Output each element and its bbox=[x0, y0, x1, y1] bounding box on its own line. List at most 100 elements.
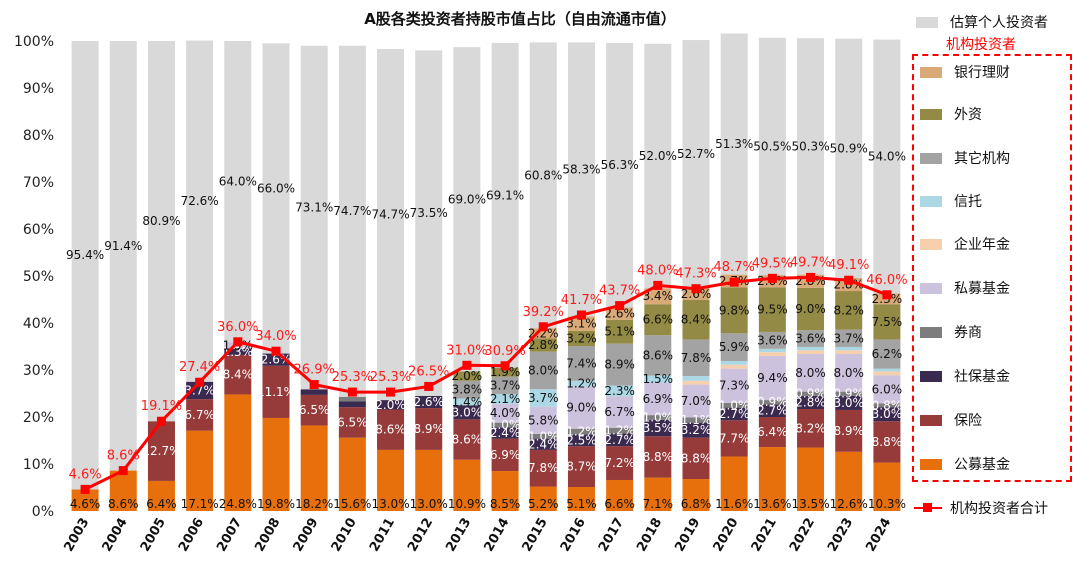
bar-segment bbox=[835, 329, 863, 347]
total-label: 49.7% bbox=[790, 255, 831, 270]
total-label: 49.5% bbox=[752, 256, 793, 271]
total-label: 36.0% bbox=[217, 320, 258, 335]
bar-segment bbox=[682, 384, 710, 418]
total-marker bbox=[882, 290, 892, 300]
total-label: 49.1% bbox=[828, 258, 869, 273]
bar-segment bbox=[873, 407, 901, 422]
segment-label: 3.7% bbox=[490, 378, 521, 392]
bar-segment bbox=[606, 446, 634, 480]
bar-segment bbox=[682, 479, 710, 511]
bar-segment bbox=[606, 319, 634, 344]
bar-segment bbox=[873, 368, 901, 372]
legend-item: 信托 bbox=[920, 191, 982, 211]
total-label: 26.9% bbox=[294, 363, 335, 378]
bar-segment bbox=[682, 40, 710, 288]
segment-label: 7.8% bbox=[681, 351, 712, 365]
bar-segment bbox=[186, 399, 214, 431]
bar-segment bbox=[720, 33, 748, 275]
segment-label: 7.8% bbox=[528, 461, 559, 475]
bars-layer bbox=[71, 33, 901, 511]
segment-label: 2.4% bbox=[490, 426, 521, 440]
segment-label: 7.1% bbox=[643, 497, 674, 511]
segment-label: 2.6% bbox=[413, 395, 444, 409]
legend-swatch bbox=[920, 326, 942, 338]
segment-label: 9.5% bbox=[757, 303, 788, 317]
legend-item: 估算个人投资者 bbox=[916, 12, 1048, 32]
bar-segment bbox=[797, 350, 825, 355]
bar-segment bbox=[338, 401, 366, 408]
bar-segment bbox=[300, 394, 328, 426]
y-tick-label: 80% bbox=[23, 128, 54, 144]
legend-label: 外资 bbox=[954, 107, 982, 123]
segment-label: 2.5% bbox=[566, 433, 597, 447]
bar-segment bbox=[797, 391, 825, 396]
bar-segment bbox=[606, 396, 634, 428]
segment-label: 8.9% bbox=[604, 358, 635, 372]
segment-label: 52.7% bbox=[677, 147, 715, 161]
legend-item: 券商 bbox=[920, 322, 982, 342]
bar-segment bbox=[644, 477, 672, 511]
legend-label: 券商 bbox=[954, 325, 982, 341]
total-marker bbox=[195, 377, 205, 387]
bar-segment bbox=[797, 346, 825, 351]
legend-item: 企业年金 bbox=[920, 234, 1010, 254]
segment-label: 6.8% bbox=[681, 497, 712, 511]
bar-segment bbox=[835, 346, 863, 351]
segment-label: 1.5% bbox=[643, 372, 674, 386]
segment-label: 4.0% bbox=[490, 406, 521, 420]
total-marker bbox=[729, 277, 739, 287]
total-label: 34.0% bbox=[255, 329, 296, 344]
total-marker bbox=[615, 301, 625, 311]
bar-segment bbox=[415, 50, 443, 396]
bar-segment bbox=[224, 354, 252, 395]
total-label: 48.0% bbox=[637, 263, 678, 278]
segment-label: 0.9% bbox=[757, 395, 788, 409]
bar-segment bbox=[529, 328, 557, 339]
bar-segment bbox=[491, 422, 519, 428]
y-tick-label: 30% bbox=[23, 363, 54, 379]
y-tick-label: 50% bbox=[23, 269, 54, 285]
total-label: 4.6% bbox=[69, 467, 102, 482]
total-marker bbox=[118, 466, 128, 476]
segment-label: 56.3% bbox=[601, 158, 639, 172]
segment-label: 7.4% bbox=[566, 356, 597, 370]
segment-label: 9.0% bbox=[566, 401, 597, 415]
bar-segment bbox=[873, 371, 901, 376]
bar-segment bbox=[758, 287, 786, 332]
total-marker bbox=[767, 273, 777, 283]
bar-segment bbox=[453, 47, 481, 372]
segment-label: 5.9% bbox=[719, 340, 750, 354]
segment-label: 8.6% bbox=[375, 423, 406, 437]
segment-label: 9.8% bbox=[719, 303, 750, 317]
bar-segment bbox=[797, 395, 825, 410]
segment-label: 8.4% bbox=[681, 313, 712, 327]
x-tick-label: 2007 bbox=[214, 516, 245, 555]
segment-label: 2.8% bbox=[528, 338, 559, 352]
total-label: 26.5% bbox=[408, 364, 449, 379]
x-tick-label: 2021 bbox=[749, 516, 780, 555]
x-tick-label: 2015 bbox=[520, 516, 551, 555]
legend-item: 其它机构 bbox=[920, 148, 1010, 168]
legend-item: 社保基金 bbox=[920, 366, 1010, 386]
y-tick-label: 90% bbox=[23, 81, 54, 97]
x-tick-label: 2017 bbox=[596, 516, 627, 555]
total-marker bbox=[500, 361, 510, 371]
bar-segment bbox=[453, 459, 481, 511]
total-label: 30.9% bbox=[484, 344, 525, 359]
bar-segment bbox=[644, 375, 672, 383]
legend-item: 外资 bbox=[920, 104, 982, 124]
segment-label: 3.0% bbox=[872, 407, 903, 421]
institution-group-label: 机构投资者 bbox=[946, 37, 1016, 53]
total-label: 25.3% bbox=[370, 370, 411, 385]
bar-segment bbox=[720, 420, 748, 457]
legend-swatch bbox=[920, 195, 942, 207]
total-label: 25.3% bbox=[332, 370, 373, 385]
bar-segment bbox=[529, 351, 557, 390]
y-axis: 0% 10% 20% 30% 40% 50% 60% 70% 80% 90% 100% bbox=[14, 34, 54, 520]
segment-label: 6.7% bbox=[184, 408, 215, 422]
segment-label: 2.4% bbox=[528, 437, 559, 451]
total-label: 39.2% bbox=[523, 305, 564, 320]
bar-segment bbox=[835, 409, 863, 452]
bar-segment bbox=[567, 434, 595, 447]
segment-label: 11.1% bbox=[257, 385, 295, 399]
